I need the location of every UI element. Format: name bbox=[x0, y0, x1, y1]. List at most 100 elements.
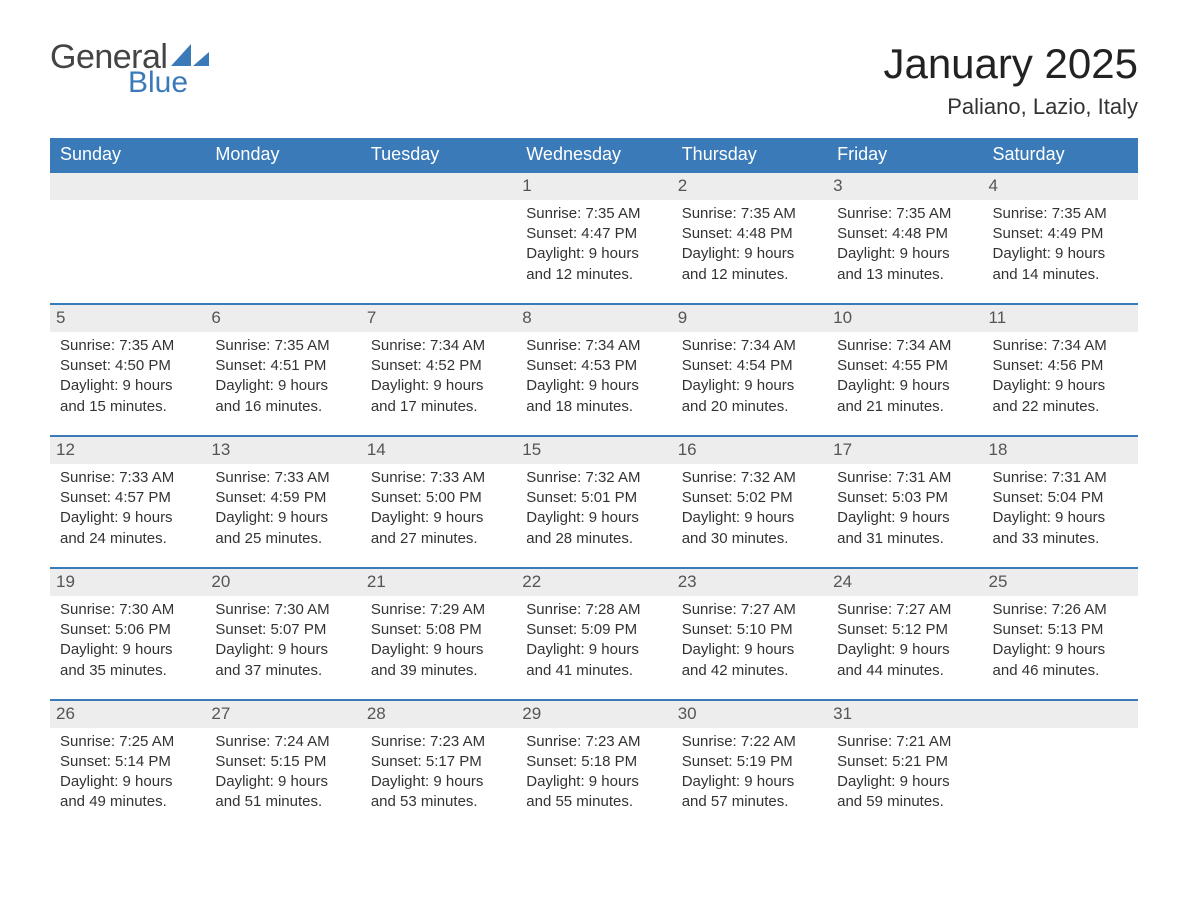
sunset-line: Sunset: 4:57 PM bbox=[60, 488, 195, 508]
sunrise-line: Sunrise: 7:25 AM bbox=[60, 732, 195, 752]
weekday-header: Tuesday bbox=[361, 138, 516, 172]
daylight-line: Daylight: 9 hours and 22 minutes. bbox=[993, 376, 1128, 417]
daylight-line: Daylight: 9 hours and 16 minutes. bbox=[215, 376, 350, 417]
calendar-day-cell: 4Sunrise: 7:35 AMSunset: 4:49 PMDaylight… bbox=[983, 172, 1138, 304]
sunrise-line: Sunrise: 7:34 AM bbox=[993, 336, 1128, 356]
day-number: 27 bbox=[205, 701, 360, 728]
day-number-empty bbox=[205, 173, 360, 200]
sunrise-line: Sunrise: 7:22 AM bbox=[682, 732, 817, 752]
sunset-line: Sunset: 5:21 PM bbox=[837, 752, 972, 772]
weekday-header: Saturday bbox=[983, 138, 1138, 172]
sunset-line: Sunset: 5:18 PM bbox=[526, 752, 661, 772]
sunrise-line: Sunrise: 7:31 AM bbox=[993, 468, 1128, 488]
calendar-day-cell: 30 Sunrise: 7:22 AMSunset: 5:19 PMDayligh… bbox=[672, 700, 827, 831]
sunrise-line: Sunrise: 7:33 AM bbox=[60, 468, 195, 488]
daylight-line: Daylight: 9 hours and 30 minutes. bbox=[682, 508, 817, 549]
day-number: 23 bbox=[672, 569, 827, 596]
day-number: 29 bbox=[516, 701, 671, 728]
day-number: 14 bbox=[361, 437, 516, 464]
daylight-line: Daylight: 9 hours and 12 minutes. bbox=[682, 244, 817, 285]
calendar-day-cell: 16Sunrise: 7:32 AMSunset: 5:02 PMDayligh… bbox=[672, 436, 827, 568]
sunrise-line: Sunrise: 7:26 AM bbox=[993, 600, 1128, 620]
calendar-day-cell: 20Sunrise: 7:30 AMSunset: 5:07 PMDayligh… bbox=[205, 568, 360, 700]
sunrise-line: Sunrise: 7:29 AM bbox=[371, 600, 506, 620]
calendar-body: 1Sunrise: 7:35 AMSunset: 4:47 PMDaylight… bbox=[50, 172, 1138, 831]
day-number: 21 bbox=[361, 569, 516, 596]
calendar-day-cell: 3Sunrise: 7:35 AMSunset: 4:48 PMDaylight… bbox=[827, 172, 982, 304]
page-header: General Blue January 2025 Paliano, Lazio… bbox=[50, 40, 1138, 120]
calendar-day-cell: 5Sunrise: 7:35 AMSunset: 4:50 PMDaylight… bbox=[50, 304, 205, 436]
daylight-line: Daylight: 9 hours and 49 minutes. bbox=[60, 772, 195, 813]
daylight-line: Daylight: 9 hours and 57 minutes. bbox=[682, 772, 817, 813]
sunrise-line: Sunrise: 7:35 AM bbox=[60, 336, 195, 356]
sunrise-line: Sunrise: 7:35 AM bbox=[215, 336, 350, 356]
sunset-line: Sunset: 4:56 PM bbox=[993, 356, 1128, 376]
sunset-line: Sunset: 5:19 PM bbox=[682, 752, 817, 772]
sunset-line: Sunset: 4:48 PM bbox=[682, 224, 817, 244]
sunset-line: Sunset: 5:10 PM bbox=[682, 620, 817, 640]
sunset-line: Sunset: 4:55 PM bbox=[837, 356, 972, 376]
day-number: 13 bbox=[205, 437, 360, 464]
sunrise-line: Sunrise: 7:35 AM bbox=[682, 204, 817, 224]
day-number: 28 bbox=[361, 701, 516, 728]
sunset-line: Sunset: 4:48 PM bbox=[837, 224, 972, 244]
calendar-day-cell: 10Sunrise: 7:34 AMSunset: 4:55 PMDayligh… bbox=[827, 304, 982, 436]
daylight-line: Daylight: 9 hours and 25 minutes. bbox=[215, 508, 350, 549]
calendar-week-row: 26Sunrise: 7:25 AMSunset: 5:14 PMDayligh… bbox=[50, 700, 1138, 831]
day-number: 6 bbox=[205, 305, 360, 332]
calendar-day-cell: 12Sunrise: 7:33 AMSunset: 4:57 PMDayligh… bbox=[50, 436, 205, 568]
day-number: 15 bbox=[516, 437, 671, 464]
day-number: 10 bbox=[827, 305, 982, 332]
day-number: 11 bbox=[983, 305, 1138, 332]
sunset-line: Sunset: 4:53 PM bbox=[526, 356, 661, 376]
day-number: 30 bbox=[672, 701, 827, 728]
sunset-line: Sunset: 5:03 PM bbox=[837, 488, 972, 508]
daylight-line: Daylight: 9 hours and 44 minutes. bbox=[837, 640, 972, 681]
daylight-line: Daylight: 9 hours and 20 minutes. bbox=[682, 376, 817, 417]
sunrise-line: Sunrise: 7:34 AM bbox=[371, 336, 506, 356]
day-number: 25 bbox=[983, 569, 1138, 596]
sunrise-line: Sunrise: 7:27 AM bbox=[682, 600, 817, 620]
month-title: January 2025 bbox=[883, 40, 1138, 88]
calendar-day-cell: 19Sunrise: 7:30 AMSunset: 5:06 PMDayligh… bbox=[50, 568, 205, 700]
daylight-line: Daylight: 9 hours and 37 minutes. bbox=[215, 640, 350, 681]
sunset-line: Sunset: 4:52 PM bbox=[371, 356, 506, 376]
daylight-line: Daylight: 9 hours and 53 minutes. bbox=[371, 772, 506, 813]
calendar-day-cell: 14Sunrise: 7:33 AMSunset: 5:00 PMDayligh… bbox=[361, 436, 516, 568]
day-number: 2 bbox=[672, 173, 827, 200]
day-number: 24 bbox=[827, 569, 982, 596]
sunrise-line: Sunrise: 7:32 AM bbox=[526, 468, 661, 488]
daylight-line: Daylight: 9 hours and 14 minutes. bbox=[993, 244, 1128, 285]
day-number: 17 bbox=[827, 437, 982, 464]
calendar-week-row: 19Sunrise: 7:30 AMSunset: 5:06 PMDayligh… bbox=[50, 568, 1138, 700]
daylight-line: Daylight: 9 hours and 42 minutes. bbox=[682, 640, 817, 681]
daylight-line: Daylight: 9 hours and 46 minutes. bbox=[993, 640, 1128, 681]
sunset-line: Sunset: 5:01 PM bbox=[526, 488, 661, 508]
daylight-line: Daylight: 9 hours and 24 minutes. bbox=[60, 508, 195, 549]
calendar-day-cell: 27Sunrise: 7:24 AMSunset: 5:15 PMDayligh… bbox=[205, 700, 360, 831]
sunrise-line: Sunrise: 7:35 AM bbox=[837, 204, 972, 224]
calendar-week-row: 5Sunrise: 7:35 AMSunset: 4:50 PMDaylight… bbox=[50, 304, 1138, 436]
daylight-line: Daylight: 9 hours and 12 minutes. bbox=[526, 244, 661, 285]
day-number: 5 bbox=[50, 305, 205, 332]
sunrise-line: Sunrise: 7:30 AM bbox=[215, 600, 350, 620]
calendar-day-cell: 17Sunrise: 7:31 AMSunset: 5:03 PMDayligh… bbox=[827, 436, 982, 568]
sunset-line: Sunset: 5:12 PM bbox=[837, 620, 972, 640]
sunset-line: Sunset: 5:00 PM bbox=[371, 488, 506, 508]
weekday-header: Friday bbox=[827, 138, 982, 172]
calendar-day-cell: 18Sunrise: 7:31 AMSunset: 5:04 PMDayligh… bbox=[983, 436, 1138, 568]
day-number: 18 bbox=[983, 437, 1138, 464]
brand-logo: General Blue bbox=[50, 40, 211, 98]
sunset-line: Sunset: 5:08 PM bbox=[371, 620, 506, 640]
sunset-line: Sunset: 4:51 PM bbox=[215, 356, 350, 376]
day-number: 26 bbox=[50, 701, 205, 728]
sunrise-line: Sunrise: 7:35 AM bbox=[993, 204, 1128, 224]
daylight-line: Daylight: 9 hours and 15 minutes. bbox=[60, 376, 195, 417]
calendar-day-cell: 11 Sunrise: 7:34 AMSunset: 4:56 PMDayligh… bbox=[983, 304, 1138, 436]
daylight-line: Daylight: 9 hours and 51 minutes. bbox=[215, 772, 350, 813]
sunrise-line: Sunrise: 7:33 AM bbox=[371, 468, 506, 488]
daylight-line: Daylight: 9 hours and 59 minutes. bbox=[837, 772, 972, 813]
sunrise-line: Sunrise: 7:31 AM bbox=[837, 468, 972, 488]
calendar-day-cell: 23 Sunrise: 7:27 AMSunset: 5:10 PMDayligh… bbox=[672, 568, 827, 700]
weekday-header: Thursday bbox=[672, 138, 827, 172]
